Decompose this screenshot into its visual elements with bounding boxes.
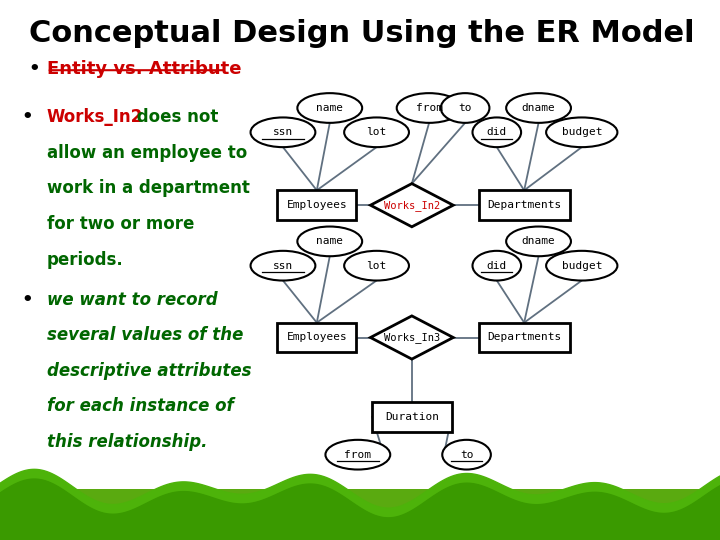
FancyBboxPatch shape [372,402,451,432]
Text: for each instance of: for each instance of [47,397,233,415]
Ellipse shape [325,440,390,469]
Text: periods.: periods. [47,251,124,268]
Text: lot: lot [366,127,387,137]
Text: name: name [316,103,343,113]
Text: work in a department: work in a department [47,179,250,197]
Ellipse shape [397,93,462,123]
Ellipse shape [251,251,315,281]
Text: to: to [460,450,473,460]
Ellipse shape [251,117,315,147]
Ellipse shape [297,93,362,123]
FancyBboxPatch shape [277,190,356,220]
Text: we want to record: we want to record [47,291,217,308]
Polygon shape [370,316,454,359]
Text: Duration: Duration [384,412,439,422]
Text: Entity vs. Attribute: Entity vs. Attribute [47,60,241,78]
FancyBboxPatch shape [479,322,570,353]
Text: name: name [316,237,343,246]
Text: did: did [487,127,507,137]
Text: descriptive attributes: descriptive attributes [47,362,251,380]
Text: lot: lot [366,261,387,271]
Ellipse shape [472,117,521,147]
FancyBboxPatch shape [277,322,356,353]
Ellipse shape [442,440,491,469]
Text: this relationship.: this relationship. [47,433,207,451]
Text: Works_In2: Works_In2 [47,108,143,126]
Text: several values of the: several values of the [47,326,243,344]
Text: allow an employee to: allow an employee to [47,144,247,161]
Ellipse shape [506,226,571,256]
Text: to: to [459,103,472,113]
Text: •: • [22,108,33,126]
Text: dname: dname [522,237,555,246]
Text: did: did [487,261,507,271]
Text: •: • [29,60,40,78]
Ellipse shape [546,251,618,281]
Polygon shape [370,184,454,227]
Ellipse shape [344,251,409,281]
Text: does not: does not [131,108,218,126]
Text: ssn: ssn [273,127,293,137]
Text: Departments: Departments [487,333,562,342]
Text: Works_In2: Works_In2 [384,200,440,211]
Text: Conceptual Design Using the ER Model: Conceptual Design Using the ER Model [29,19,694,48]
Ellipse shape [441,93,490,123]
Text: budget: budget [562,261,602,271]
Text: Departments: Departments [487,200,562,210]
Ellipse shape [344,117,409,147]
Text: from: from [415,103,443,113]
Text: Works_In3: Works_In3 [384,332,440,343]
Text: for two or more: for two or more [47,215,194,233]
Text: dname: dname [522,103,555,113]
Text: budget: budget [562,127,602,137]
Text: ssn: ssn [273,261,293,271]
Text: from: from [344,450,372,460]
FancyBboxPatch shape [0,489,720,540]
Text: Employees: Employees [287,200,347,210]
FancyBboxPatch shape [479,190,570,220]
Ellipse shape [506,93,571,123]
Ellipse shape [472,251,521,281]
Text: Employees: Employees [287,333,347,342]
Text: •: • [22,291,33,308]
Ellipse shape [546,117,618,147]
Ellipse shape [297,226,362,256]
